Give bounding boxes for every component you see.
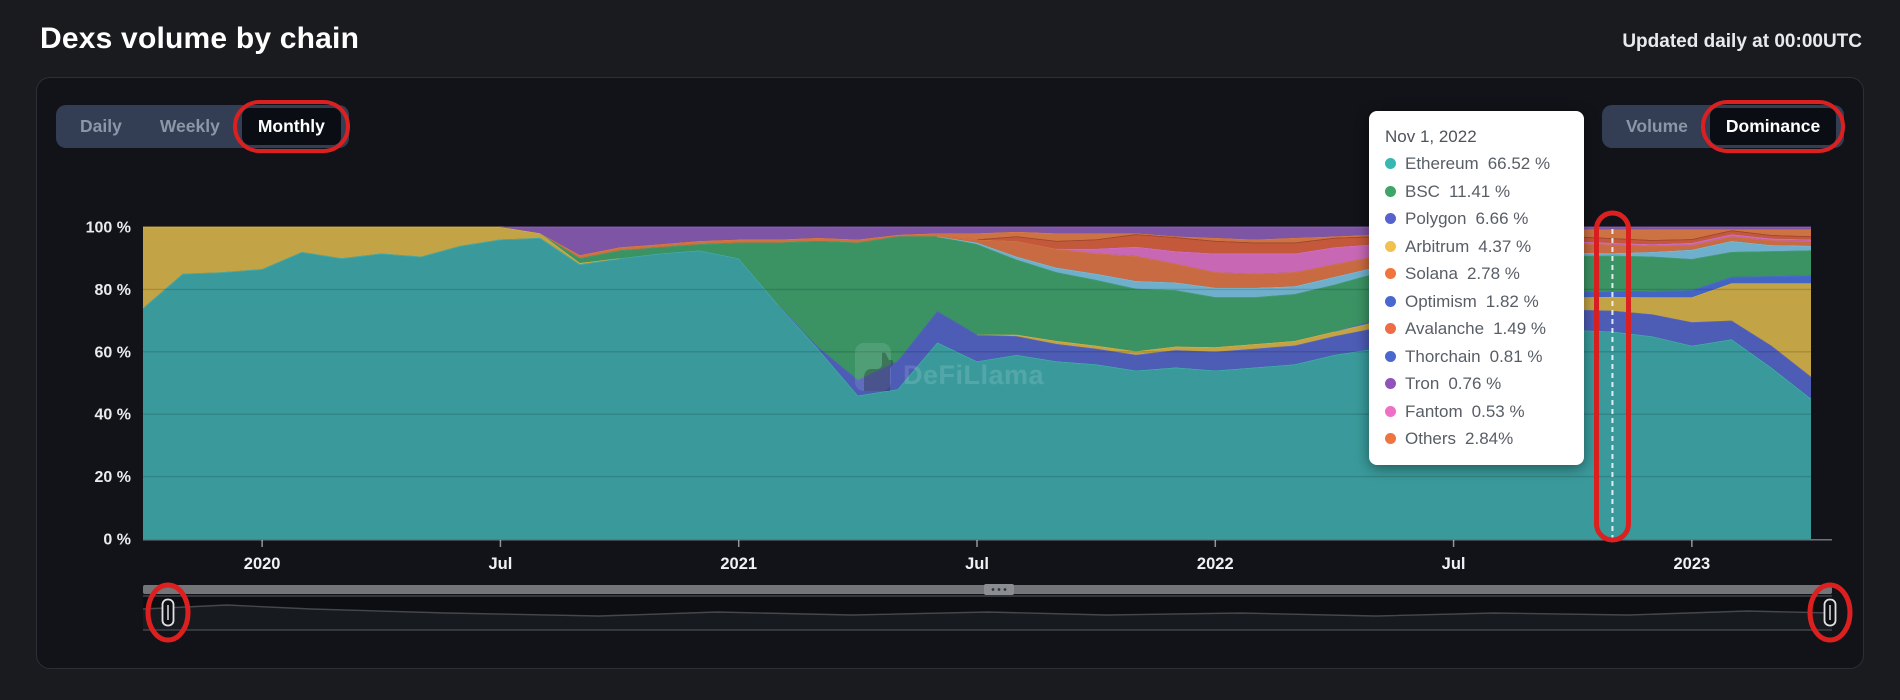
grip-dot: [1003, 588, 1007, 591]
x-tick-label: Jul: [489, 555, 513, 573]
updated-note: Updated daily at 00:00UTC: [1622, 31, 1862, 52]
defillama-watermark: DeFiLlama: [855, 343, 1045, 391]
y-tick-label: 0 %: [103, 532, 131, 549]
watermark-text: DeFiLlama: [903, 360, 1045, 390]
y-tick-label: 40 %: [95, 407, 131, 424]
tab-monthly-label: Monthly: [257, 116, 325, 136]
y-tick-label: 80 %: [95, 282, 131, 299]
period-tab-group: Daily Weekly Monthly: [56, 100, 350, 153]
range-slider[interactable]: [142, 595, 1837, 631]
defillama-logo-icon: [855, 343, 891, 391]
grip-dot: [997, 588, 1001, 591]
tab-volume[interactable]: Volume: [1626, 116, 1688, 136]
grip-dot: [991, 588, 995, 591]
range-slider-handle-left[interactable]: [161, 598, 175, 627]
area-bsc[interactable]: [143, 227, 1811, 380]
x-tick-label: 2021: [720, 555, 757, 573]
annotation-ring-right-handle: [1807, 582, 1853, 643]
area-arbitrum[interactable]: [143, 227, 1811, 380]
x-tick-label: Jul: [965, 555, 989, 573]
tab-dominance-label: Dominance: [1725, 116, 1821, 136]
tab-dominance[interactable]: Dominance: [1700, 100, 1846, 153]
annotation-ring-hover-line: [1594, 210, 1631, 543]
tab-weekly[interactable]: Weekly: [159, 116, 220, 136]
range-slider-track[interactable]: [143, 596, 1832, 630]
x-tick-label: 2023: [1673, 555, 1710, 573]
llama-glyph: [864, 352, 894, 391]
y-tick-label: 100 %: [86, 220, 131, 237]
annotation-ring-left-handle: [145, 582, 191, 643]
y-tick-label: 60 %: [95, 344, 131, 361]
mode-tab-group: Volume Dominance: [1602, 100, 1846, 153]
range-slider-preview-line: [142, 604, 1833, 617]
annotations-overlay: [145, 210, 1853, 643]
tab-monthly[interactable]: Monthly: [232, 100, 350, 153]
x-tick-label: Jul: [1442, 555, 1466, 573]
mini-map-scrollbar[interactable]: [143, 584, 1832, 595]
range-slider-handle-right[interactable]: [1823, 598, 1837, 627]
area-tron[interactable]: [143, 227, 1811, 256]
range-slider-preview-area: [143, 605, 1832, 630]
y-tick-label: 20 %: [95, 469, 131, 486]
tab-daily[interactable]: Daily: [80, 116, 122, 136]
x-tick-label: 2022: [1197, 555, 1234, 573]
x-tick-label: 2020: [244, 555, 281, 573]
page-title: Dexs volume by chain: [40, 22, 360, 55]
